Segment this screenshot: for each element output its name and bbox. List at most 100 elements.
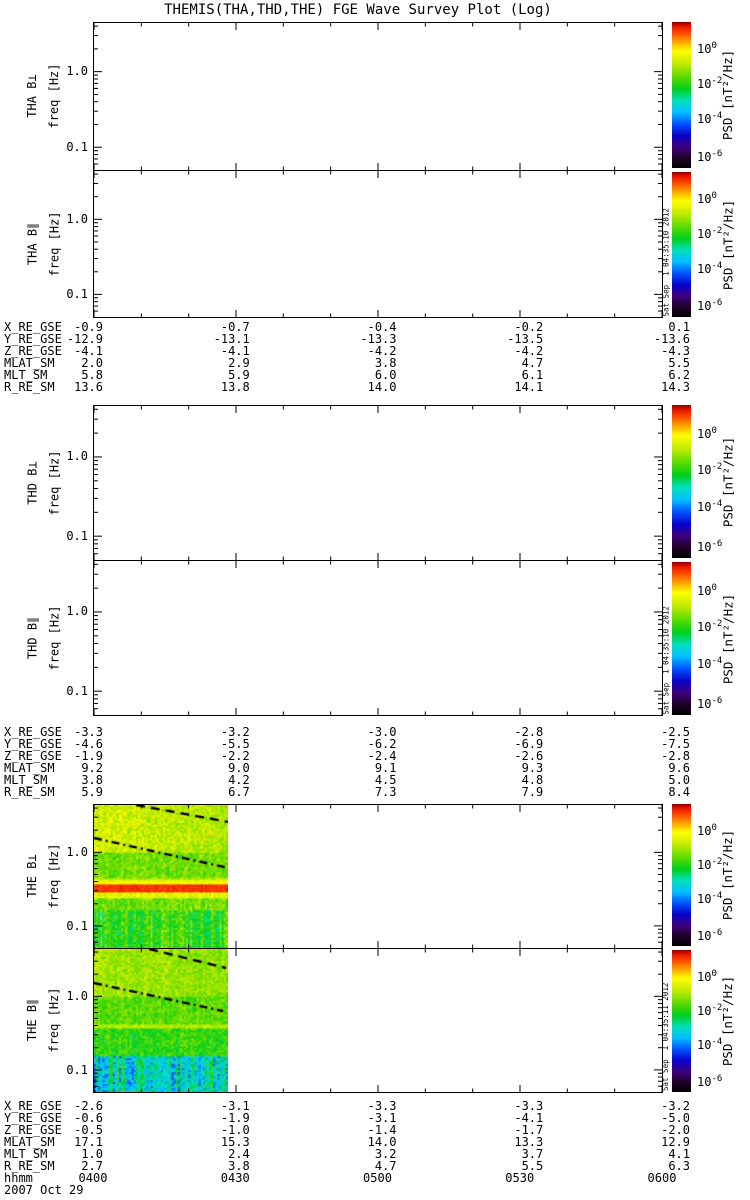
colorbar-tick-exponent: -2 <box>711 619 723 630</box>
psd-axis-label-the-bperp: PSD [nT²/Hz] <box>720 829 735 921</box>
colorbar-tick-exponent: 0 <box>711 41 717 52</box>
ephemeris-value: 3.8 <box>81 773 103 787</box>
ephemeris-value: -3.0 <box>367 725 397 739</box>
ephemeris-value: 13.3 <box>514 1135 544 1149</box>
colorbar-tick-label: 10-2 <box>697 618 722 634</box>
colorbar-tick-exponent: -4 <box>711 1036 723 1047</box>
colorbar-tick-label: 10-6 <box>697 695 722 711</box>
ephemeris-row-label: X_RE_GSE <box>4 1099 62 1113</box>
ephemeris-value: 4.1 <box>668 1147 690 1161</box>
ephemeris-row-label: MLAT_SM <box>4 356 55 370</box>
ephemeris-row-label: R_RE_SM <box>4 1159 55 1173</box>
ephemeris-value: -5.0 <box>661 1111 690 1125</box>
ephemeris-row-label: Y_RE_GSE <box>4 1111 62 1125</box>
date-label: 2007 Oct 29 <box>4 1183 84 1197</box>
colorbar-tick-exponent: -2 <box>711 1002 723 1013</box>
ephemeris-value: -4.6 <box>74 737 103 751</box>
ephemeris-value: 14.0 <box>367 1135 397 1149</box>
ephemeris-row-label: Z_RE_GSE <box>4 1123 62 1137</box>
panel-name-label-thd-bperp: THD B⊥ <box>25 460 39 505</box>
colorbar-tick-label: 10-2 <box>697 225 722 241</box>
freq-tick-label: 0.1 <box>66 918 88 933</box>
colorbar-tick-base: 10 <box>697 150 712 165</box>
ephemeris-row-label: X_RE_GSE <box>4 320 62 334</box>
freq-tick-label: 0.1 <box>66 140 88 155</box>
ephemeris-value: 6.3 <box>668 1159 690 1173</box>
colorbar-tick-base: 10 <box>697 192 712 207</box>
ephemeris-value: 7.9 <box>521 785 544 799</box>
freq-tick-label: 1.0 <box>66 988 88 1003</box>
colorbar-tick-base: 10 <box>697 857 712 872</box>
axis-ticks-tha-bperp <box>94 23 662 170</box>
ephemeris-value: 9.0 <box>228 761 250 775</box>
colorbar-tick-base: 10 <box>697 539 712 554</box>
colorbar-tick-base: 10 <box>697 620 712 635</box>
ephemeris-value: 13.8 <box>220 380 250 394</box>
ephemeris-value: -3.3 <box>514 1099 544 1113</box>
hhmm-value: 0430 <box>220 1171 250 1185</box>
colorbar-tick-base: 10 <box>697 696 712 711</box>
colorbar-tick-base: 10 <box>697 969 712 984</box>
ephemeris-row-label: X_RE_GSE <box>4 725 62 739</box>
ephemeris-value: -3.2 <box>220 725 250 739</box>
ephemeris-value: 2.4 <box>228 1147 250 1161</box>
ephemeris-value: 12.9 <box>661 1135 690 1149</box>
ephemeris-row-label: MLT_SM <box>4 773 48 787</box>
ephemeris-value: -13.3 <box>360 332 397 346</box>
ephemeris-row-label: MLT_SM <box>4 368 48 382</box>
colorbar-tick-base: 10 <box>697 261 712 276</box>
render-timestamp-thd: Sat Sep 1 04:35:10 2012 <box>661 605 670 714</box>
ephemeris-value: -1.0 <box>220 1123 250 1137</box>
colorbar-tick-exponent: -4 <box>711 655 723 666</box>
panel-name-label-the-bperp: THE B⊥ <box>25 854 39 898</box>
ephemeris-value: -0.9 <box>74 320 103 334</box>
ephemeris-value: 5.9 <box>228 368 250 382</box>
ephemeris-value: 14.3 <box>661 380 690 394</box>
ephemeris-value: 4.8 <box>521 773 544 787</box>
colorbar-tick-exponent: -2 <box>711 76 723 87</box>
colorbar-tick-base: 10 <box>697 42 712 57</box>
ephemeris-value: 4.7 <box>521 356 544 370</box>
colorbar-tick-base: 10 <box>697 426 712 441</box>
colorbar-tick-base: 10 <box>697 499 712 514</box>
ephemeris-value: -5.5 <box>220 737 250 751</box>
colorbar-tick-label: 10-2 <box>697 856 722 872</box>
colorbar-tick-exponent: 0 <box>711 191 717 202</box>
hhmm-label: hhmm <box>4 1171 33 1185</box>
colorbar-tick-exponent: 0 <box>711 425 717 436</box>
colorbar-tick-exponent: 0 <box>711 968 717 979</box>
colorbar-tick-exponent: 0 <box>711 822 717 833</box>
ephemeris-value: 2.7 <box>81 1159 103 1173</box>
hhmm-value: 0600 <box>647 1171 677 1185</box>
panel-name-label-thd-bpar: THD B∥ <box>25 616 39 659</box>
ephemeris-value: 9.3 <box>521 761 544 775</box>
panel-the-bpar <box>93 948 663 1093</box>
psd-axis-label-thd-bperp: PSD [nT²/Hz] <box>720 436 735 527</box>
ephemeris-value: -2.4 <box>367 749 397 763</box>
ephemeris-value: 4.5 <box>374 773 397 787</box>
freq-tick-label: 1.0 <box>66 63 88 78</box>
ephemeris-value: -2.8 <box>514 725 544 739</box>
ephemeris-value: -0.6 <box>74 1111 103 1125</box>
ephemeris-row-label: R_RE_SM <box>4 380 55 394</box>
freq-tick-label: 1.0 <box>66 844 88 859</box>
ephemeris-value: -1.7 <box>514 1123 544 1137</box>
ephemeris-value: -2.8 <box>661 749 690 763</box>
ephemeris-value: 4.7 <box>374 1159 397 1173</box>
ephemeris-value: 5.0 <box>668 773 690 787</box>
ephemeris-value: -0.4 <box>367 320 397 334</box>
colorbar-tick-label: 100 <box>697 968 717 984</box>
ephemeris-value: -3.1 <box>367 1111 397 1125</box>
ephemeris-value: -1.9 <box>74 749 103 763</box>
colorbar-tick-label: 10-6 <box>697 297 722 313</box>
colorbar-tick-base: 10 <box>697 112 712 127</box>
colorbar-tick-exponent: -4 <box>711 498 723 509</box>
colorbar-tick-exponent: 0 <box>711 582 717 593</box>
ephemeris-value: 6.7 <box>228 785 250 799</box>
freq-axis-label-the-bpar: freq [Hz] <box>47 987 61 1053</box>
ephemeris-row-label: Z_RE_GSE <box>4 749 62 763</box>
freq-tick-label: 1.0 <box>66 604 88 619</box>
ephemeris-value: 6.1 <box>521 368 544 382</box>
colorbar-tick-label: 100 <box>697 190 717 206</box>
